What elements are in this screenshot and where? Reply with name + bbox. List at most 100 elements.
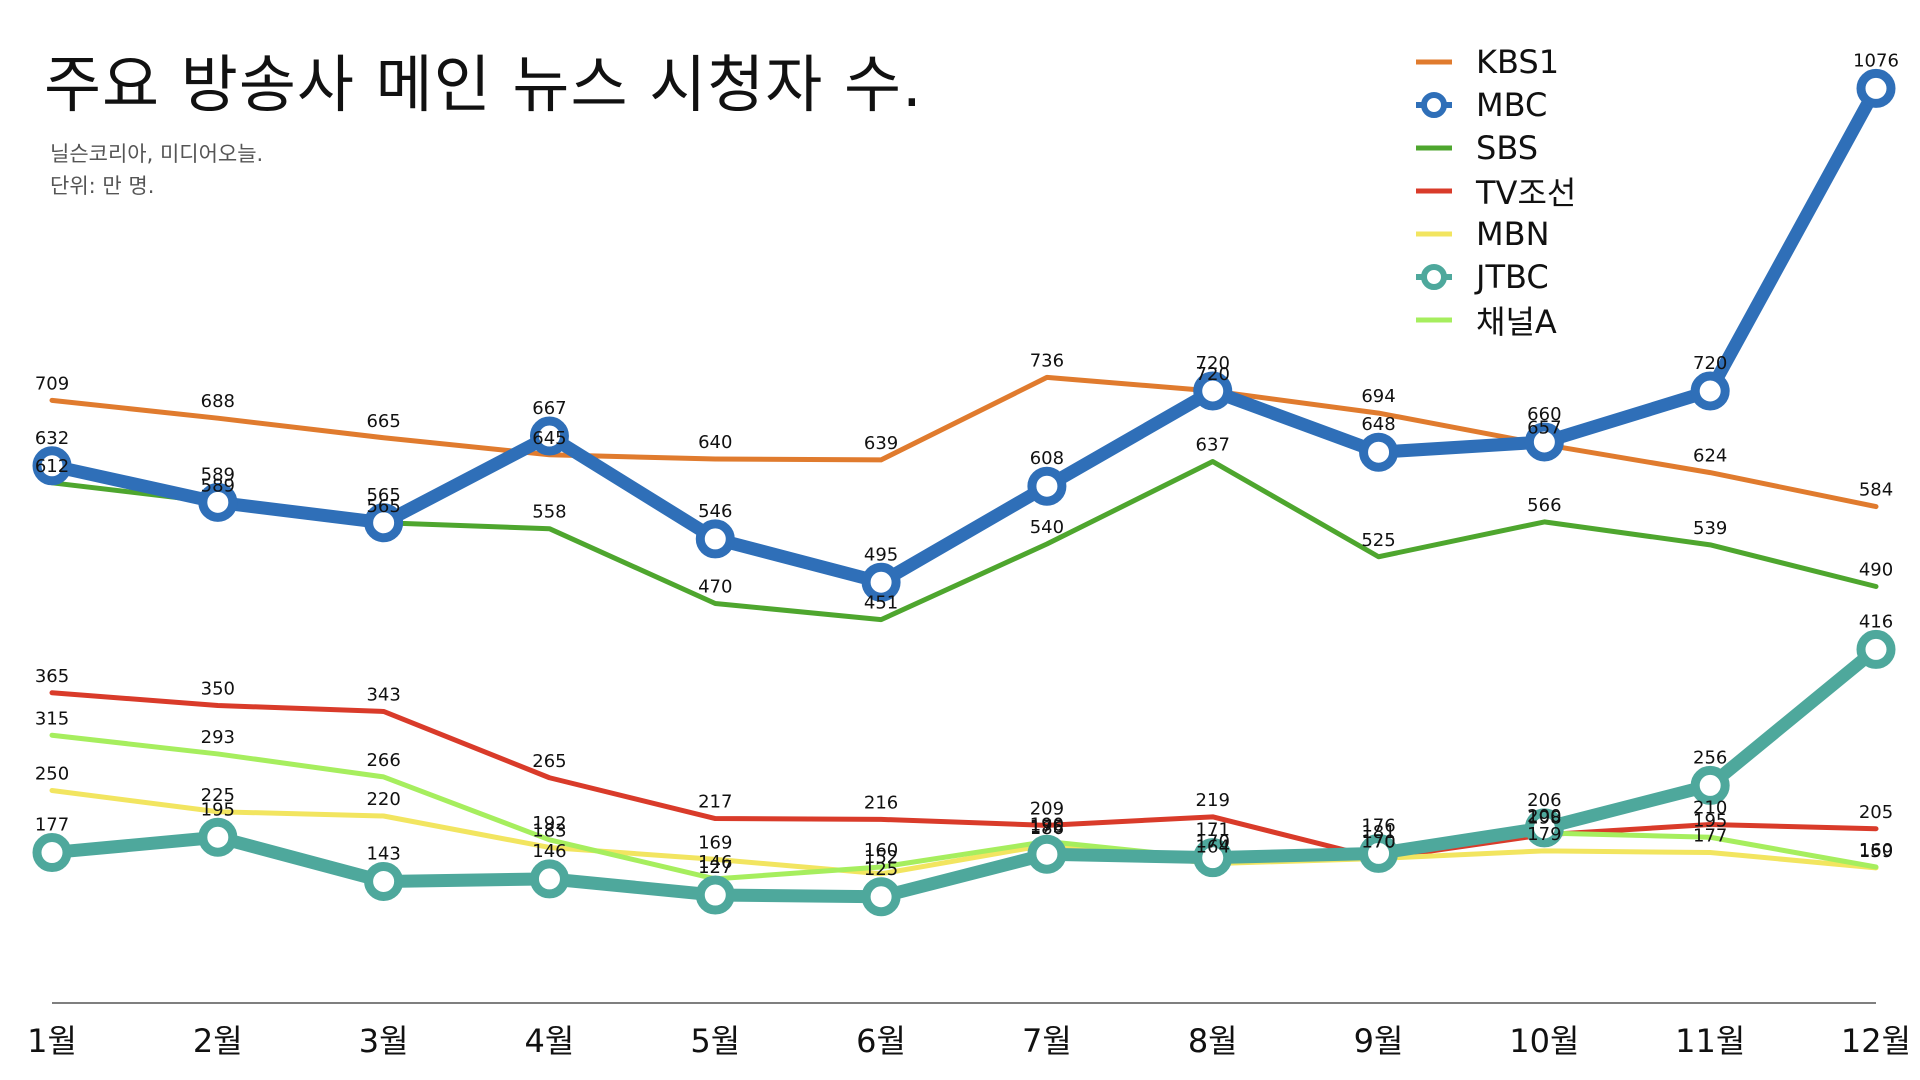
data-label: 293 <box>201 727 235 748</box>
data-label: 177 <box>35 815 69 836</box>
data-label: 176 <box>1361 815 1395 836</box>
series-line <box>49 374 1879 510</box>
data-label: 250 <box>35 764 69 785</box>
legend-swatch <box>1416 173 1452 209</box>
data-point <box>695 519 735 559</box>
x-tick-label: 5월 <box>690 1022 740 1060</box>
data-point <box>198 817 238 857</box>
data-point <box>1027 834 1067 874</box>
data-label: 152 <box>864 847 898 868</box>
legend-label: TV조선 <box>1476 173 1577 212</box>
data-point <box>32 446 72 486</box>
data-point <box>32 833 72 873</box>
chart-title: 주요 방송사 메인 뉴스 시청자 수. <box>44 48 923 121</box>
data-label: 159 <box>1859 841 1893 862</box>
data-label: 186 <box>1030 818 1064 839</box>
data-label: 720 <box>1693 353 1727 374</box>
data-label: 146 <box>698 852 732 873</box>
x-tick-label: 11월 <box>1675 1022 1745 1060</box>
data-point <box>861 877 901 917</box>
data-label: 639 <box>864 433 898 454</box>
data-label: 709 <box>35 373 69 394</box>
x-tick-label: 7월 <box>1022 1022 1072 1060</box>
series-JTBC <box>32 629 1896 917</box>
x-tick-label: 8월 <box>1188 1022 1238 1060</box>
data-label: 416 <box>1859 611 1893 632</box>
data-label: 365 <box>35 666 69 687</box>
legend-item: MBN <box>1416 212 1576 255</box>
data-point <box>529 416 569 456</box>
data-label: 589 <box>201 464 235 485</box>
data-label: 177 <box>1693 826 1727 847</box>
data-label: 219 <box>1196 790 1230 811</box>
data-label: 170 <box>1196 832 1230 853</box>
data-label: 720 <box>1196 364 1230 385</box>
data-label: 220 <box>366 789 400 810</box>
data-point <box>1690 371 1730 411</box>
data-point <box>1856 629 1896 669</box>
data-point <box>1359 833 1399 873</box>
data-label: 256 <box>1693 747 1727 768</box>
series-KBS1 <box>49 374 1879 510</box>
data-label: 608 <box>1030 448 1064 469</box>
data-label: 584 <box>1859 480 1893 501</box>
data-label: 169 <box>698 832 732 853</box>
data-label: 183 <box>532 820 566 841</box>
data-point <box>364 861 404 901</box>
data-label: 164 <box>1196 837 1230 858</box>
data-label: 694 <box>1361 386 1395 407</box>
legend-label: 채널A <box>1476 302 1557 341</box>
data-label: 451 <box>864 593 898 614</box>
data-label: 125 <box>864 859 898 880</box>
data-label: 195 <box>201 799 235 820</box>
data-label: 525 <box>1361 530 1395 551</box>
data-label: 170 <box>1361 832 1395 853</box>
data-label: 589 <box>201 475 235 496</box>
x-tick-label: 9월 <box>1354 1022 1404 1060</box>
data-label: 667 <box>532 398 566 419</box>
data-point <box>1193 371 1233 411</box>
legend-swatch <box>1416 216 1452 252</box>
series-MBC <box>32 68 1896 602</box>
data-label: 665 <box>366 411 400 432</box>
legend-label: KBS1 <box>1476 42 1560 81</box>
data-label: 190 <box>1030 815 1064 836</box>
data-label: 160 <box>1859 840 1893 861</box>
legend-label: MBC <box>1476 85 1548 124</box>
data-label: 350 <box>201 679 235 700</box>
x-tick-label: 10월 <box>1509 1022 1579 1060</box>
data-label: 566 <box>1527 495 1561 516</box>
x-tick-label: 3월 <box>359 1022 409 1060</box>
unit-line: 단위: 만 명. <box>50 174 155 198</box>
data-label: 315 <box>35 708 69 729</box>
data-label: 170 <box>1361 832 1395 853</box>
legend-label: MBN <box>1476 214 1550 253</box>
series-채널A <box>49 732 1879 882</box>
data-label: 720 <box>1196 353 1230 374</box>
data-point <box>1193 838 1233 878</box>
data-label: 546 <box>698 501 732 522</box>
data-label: 565 <box>366 496 400 517</box>
data-label: 490 <box>1859 560 1893 581</box>
data-label: 171 <box>1196 820 1230 841</box>
data-label: 200 <box>1527 806 1561 827</box>
legend-label: SBS <box>1476 128 1539 167</box>
data-label: 558 <box>532 502 566 523</box>
data-label: 612 <box>35 456 69 477</box>
legend-item: 채널A <box>1416 298 1576 341</box>
x-tick-label: 1월 <box>27 1022 77 1060</box>
legend-swatch <box>1416 302 1452 338</box>
data-label: 195 <box>1693 810 1727 831</box>
data-label: 127 <box>698 857 732 878</box>
data-label: 470 <box>698 577 732 598</box>
data-label: 632 <box>35 428 69 449</box>
legend-item: SBS <box>1416 126 1576 169</box>
legend-item: TV조선 <box>1416 169 1576 212</box>
data-point <box>364 503 404 543</box>
x-tick-label: 4월 <box>525 1022 575 1060</box>
x-tick-label: 6월 <box>856 1022 906 1060</box>
legend-label: JTBC <box>1476 257 1549 296</box>
data-label: 657 <box>1527 418 1561 439</box>
data-label: 198 <box>1527 808 1561 829</box>
